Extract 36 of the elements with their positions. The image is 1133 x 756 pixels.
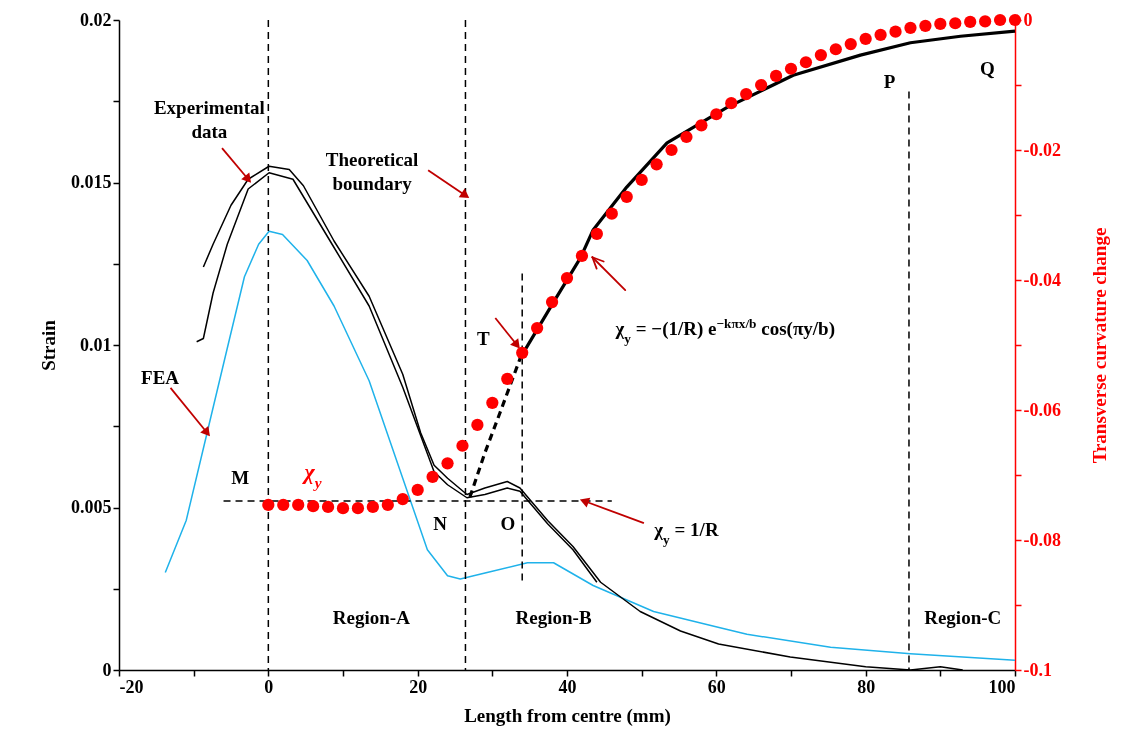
- annotation: Region-C: [924, 607, 1002, 628]
- y2-tick-label: -0.06: [1023, 399, 1061, 420]
- annotation: FEA: [141, 366, 180, 388]
- series-label: χ$_{y}$: [301, 459, 322, 491]
- annotation: O: [500, 512, 516, 534]
- y-tick-label: 0.01: [80, 334, 112, 355]
- annotation: Q: [979, 57, 995, 79]
- x-tick-label: 100: [988, 676, 1016, 697]
- x-tick-label: 80: [857, 676, 876, 697]
- annotation: χ$_{y}$ = 1/R: [653, 519, 719, 547]
- annotation: P: [883, 70, 896, 92]
- y2-tick-label: 0: [1023, 9, 1033, 30]
- y-tick-label: 0: [102, 659, 112, 680]
- x-tick-label: 40: [558, 676, 577, 697]
- x-tick-label: -20: [119, 676, 144, 697]
- annotation: Region-A: [332, 607, 411, 628]
- y2-tick-label: -0.08: [1023, 529, 1061, 550]
- annotation: Experimental data: [153, 96, 265, 142]
- y2-axis-title: Transverse curvature change: [1088, 227, 1110, 464]
- y2-tick-label: -0.02: [1023, 139, 1061, 160]
- x-tick-label: 0: [264, 676, 274, 697]
- y-tick-label: 0.005: [71, 497, 112, 517]
- annotation: M: [231, 467, 250, 489]
- y-tick-label: 0.02: [80, 9, 112, 30]
- annotation: Region-B: [515, 607, 592, 628]
- y2-tick-label: -0.1: [1023, 659, 1052, 680]
- annotation: Theoretical boundary: [325, 148, 419, 194]
- annotation: χ$_{y}$ = −(1/R) e$^{−kπx/b}$ cos(πy/b): [614, 315, 836, 346]
- x-tick-label: 60: [707, 676, 726, 697]
- x-axis-title: Length from centre (mm): [464, 704, 671, 727]
- annotation: N: [433, 512, 448, 534]
- y-axis-title: Strain: [38, 319, 59, 371]
- y-tick-label: 0.015: [71, 172, 112, 192]
- annotation: T: [477, 327, 491, 349]
- y2-tick-label: -0.04: [1023, 269, 1061, 290]
- x-tick-label: 20: [409, 676, 428, 697]
